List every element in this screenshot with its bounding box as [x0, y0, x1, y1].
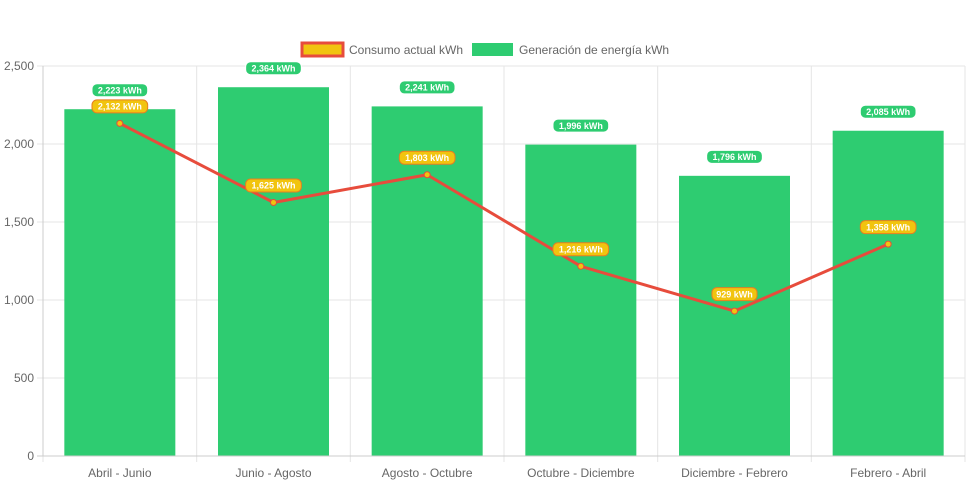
bar-value-label: 2,241 kWh — [398, 80, 456, 95]
bar-value-label: 2,364 kWh — [245, 61, 302, 76]
line-value-label: 1,803 kWh — [398, 150, 456, 165]
line-value-label-bg — [552, 242, 610, 257]
legend-item-generacion[interactable]: Generación de energía kWh — [472, 43, 669, 57]
line-point[interactable] — [116, 119, 124, 127]
bar-value-label-text: 2,364 kWh — [251, 63, 295, 73]
bar-value-label-text: 2,085 kWh — [866, 107, 910, 117]
legend-label-consumo: Consumo actual kWh — [349, 43, 463, 57]
bar-value-label-text: 2,223 kWh — [98, 85, 142, 95]
x-tick-label: Abril - Junio — [88, 466, 152, 480]
line-value-label-bg — [711, 287, 758, 302]
line-point[interactable] — [423, 171, 431, 179]
legend-swatch-consumo — [300, 41, 345, 58]
line-value-label: 1,216 kWh — [552, 242, 610, 257]
bar-layer — [64, 87, 944, 457]
line-value-label: 929 kWh — [711, 287, 758, 302]
bar[interactable] — [218, 87, 329, 456]
bar-value-label-bg — [859, 104, 917, 119]
line-value-label-bg — [859, 220, 917, 235]
y-tick-label: 500 — [14, 371, 34, 385]
legend-label-generacion: Generación de energía kWh — [519, 43, 669, 57]
line-point[interactable] — [884, 240, 892, 248]
line-value-label-text: 1,358 kWh — [866, 222, 910, 232]
bar-value-label-bg — [706, 149, 763, 164]
line-value-label-text: 2,132 kWh — [98, 102, 142, 112]
x-tick-label: Junio - Agosto — [235, 466, 311, 480]
axis-layer: 0 500 1,000 1,500 2,000 2,500 Abril - Junio Jun… — [4, 59, 965, 480]
line-value-label-text: 1,625 kWh — [251, 181, 295, 191]
bar-value-label-text: 1,996 kWh — [559, 121, 603, 131]
y-tick-label: 2,000 — [4, 137, 34, 151]
grid-layer — [37, 65, 966, 462]
y-tick-label: 0 — [27, 449, 34, 463]
bar-value-label: 1,996 kWh — [552, 118, 610, 133]
line-value-label: 2,132 kWh — [91, 99, 149, 114]
y-tick-label: 1,000 — [4, 293, 34, 307]
line-point[interactable] — [731, 307, 738, 315]
legend-item-consumo[interactable]: Consumo actual kWh — [300, 41, 463, 58]
x-tick-label: Diciembre - Febrero — [681, 466, 788, 480]
y-tick-label: 1,500 — [4, 215, 34, 229]
line-point[interactable] — [270, 199, 277, 206]
line-value-label-bg — [91, 99, 149, 114]
bar-value-label: 2,085 kWh — [859, 104, 917, 119]
bar-value-label-bg — [245, 61, 302, 76]
y-tick-label: 2,500 — [4, 59, 34, 73]
bar[interactable] — [832, 130, 944, 457]
bar[interactable] — [679, 175, 790, 456]
bar-value-label-bg — [91, 83, 149, 98]
line-value-label-text: 929 kWh — [716, 289, 753, 299]
bar[interactable] — [525, 144, 637, 456]
bar[interactable] — [64, 109, 176, 456]
bar-value-label-text: 2,241 kWh — [405, 83, 449, 93]
legend: Consumo actual kWh Generación de energía … — [300, 41, 669, 58]
bar-value-label-bg — [398, 80, 456, 95]
line-value-label-text: 1,803 kWh — [405, 153, 449, 163]
bar-value-label: 2,223 kWh — [91, 83, 149, 98]
x-tick-label: Agosto - Octubre — [382, 466, 473, 480]
bar-value-label-bg — [552, 118, 610, 133]
label-layer: 2,223 kWh 2,364 kWh 2,241 kWh 1,996 kWh 1,79… — [91, 61, 917, 302]
x-tick-label: Febrero - Abril — [850, 466, 926, 480]
line-point[interactable] — [577, 262, 585, 270]
line-value-label: 1,625 kWh — [245, 178, 302, 193]
line-value-label-text: 1,216 kWh — [559, 245, 603, 255]
x-tick-label: Octubre - Diciembre — [527, 466, 635, 480]
line-value-label: 1,358 kWh — [859, 220, 917, 235]
bar-value-label: 1,796 kWh — [706, 149, 763, 164]
line-value-label-bg — [398, 150, 456, 165]
legend-swatch-generacion — [472, 43, 513, 56]
line-value-label-bg — [245, 178, 302, 193]
bar-value-label-text: 1,796 kWh — [712, 152, 756, 162]
